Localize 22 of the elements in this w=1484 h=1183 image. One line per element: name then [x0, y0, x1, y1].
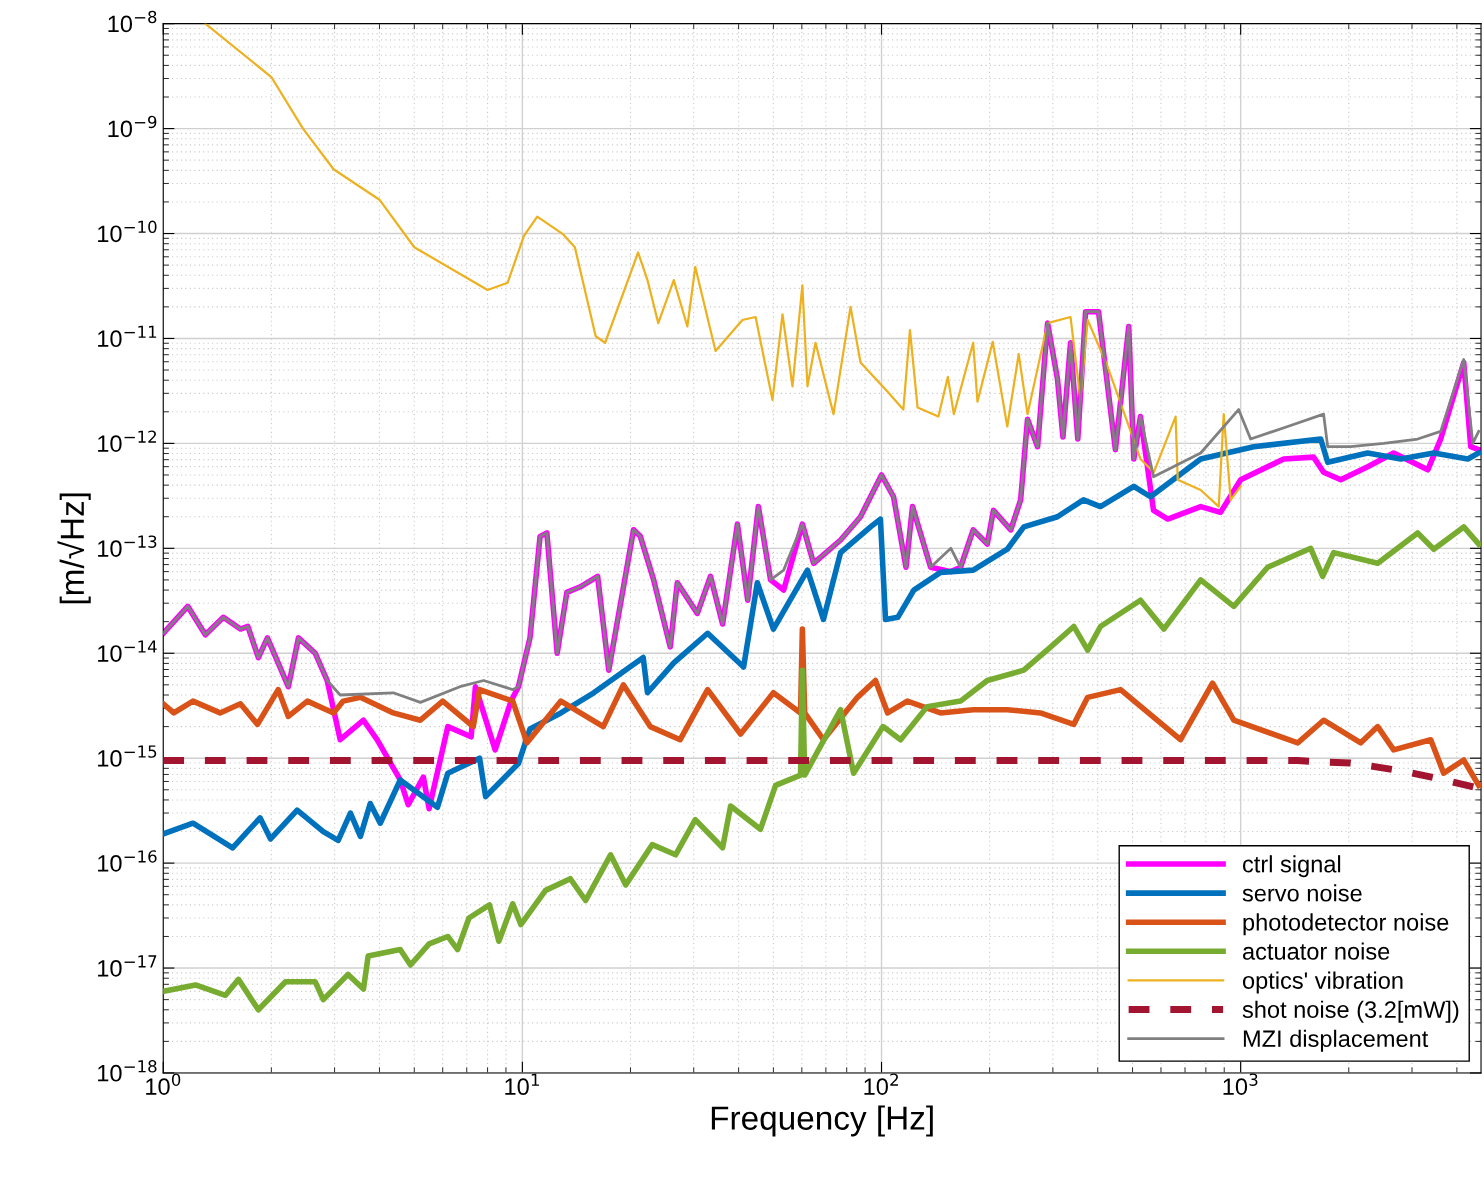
y-tick-label: 10$^{−12}$ — [98, 430, 156, 452]
y-tick-label: 10$^{−9}$ — [108, 115, 157, 138]
legend-label: optics' vibration — [1242, 971, 1403, 994]
legend-label: actuator noise — [1242, 942, 1390, 960]
legend-label: photodetector noise — [1243, 913, 1449, 936]
y-tick-label: 10$^{−17}$ — [98, 955, 157, 977]
legend-label: servo noise — [1242, 884, 1362, 902]
x-axis-title: Frequency [Hz] — [711, 1105, 933, 1137]
y-tick-label: 10$^{−10}$ — [98, 220, 157, 243]
x-tick-label: 10$^{3}$ — [1223, 1073, 1258, 1095]
y-tick-label: 10$^{−14}$ — [98, 640, 157, 662]
y-axis-title: [m/√Hz] — [57, 493, 91, 604]
x-tick-label: 10$^{2}$ — [864, 1073, 898, 1095]
y-tick-label: 10$^{−11}$ — [98, 325, 157, 348]
y-tick-label: 10$^{−16}$ — [98, 850, 157, 872]
y-tick-label: 10$^{−13}$ — [98, 535, 157, 557]
legend-label: ctrl signal — [1242, 855, 1341, 878]
y-tick-label: 10$^{−15}$ — [98, 745, 157, 767]
legend-label: MZI displacement — [1243, 1029, 1429, 1052]
x-tick-label: 10$^{1}$ — [505, 1073, 539, 1096]
legend-label: shot noise (3.2[mW]) — [1242, 1000, 1459, 1023]
y-tick-label: 10$^{−8}$ — [108, 10, 157, 33]
